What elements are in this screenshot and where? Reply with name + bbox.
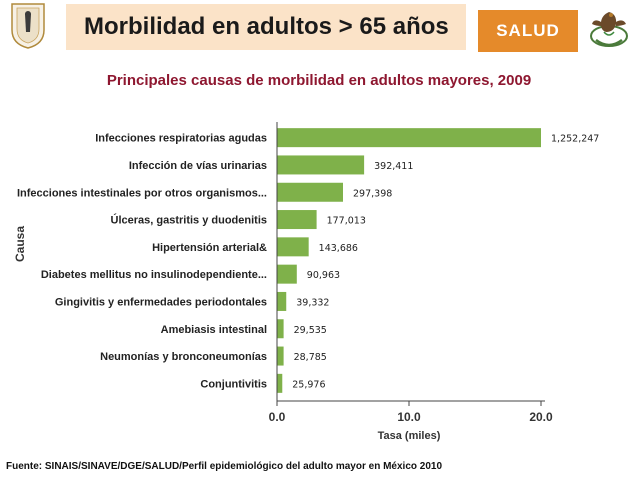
source-footnote: Fuente: SINAIS/SINAVE/DGE/SALUD/Perfil e… bbox=[6, 461, 443, 472]
header-bar: Morbilidad en adultos > 65 años SALUD bbox=[0, 0, 638, 54]
category-label: Infecciones respiratorias agudas bbox=[95, 133, 267, 145]
category-label: Hipertensión arterial& bbox=[152, 242, 267, 254]
x-tick-label: 10.0 bbox=[397, 410, 421, 424]
page-title: Morbilidad en adultos > 65 años bbox=[84, 13, 449, 40]
brand-badge bbox=[478, 10, 578, 52]
data-label: 29,535 bbox=[294, 325, 327, 336]
category-label: Úlceras, gastritis y duodenitis bbox=[111, 214, 268, 227]
data-label: 1,252,247 bbox=[551, 134, 599, 145]
x-axis-label: Tasa (miles) bbox=[378, 430, 441, 442]
bar bbox=[277, 155, 365, 175]
institution-seal-icon bbox=[11, 3, 45, 49]
category-label: Infección de vías urinarias bbox=[129, 160, 267, 172]
y-axis-label: Causa bbox=[13, 226, 27, 262]
bar bbox=[277, 346, 284, 366]
bar bbox=[277, 210, 317, 230]
mexican-eagle-emblem-icon bbox=[590, 12, 628, 47]
data-label: 25,976 bbox=[292, 379, 325, 390]
title-background bbox=[66, 4, 466, 50]
category-label: Gingivitis y enfermedades periodontales bbox=[55, 296, 267, 308]
x-tick-label: 0.0 bbox=[269, 410, 286, 424]
data-label: 392,411 bbox=[374, 161, 413, 172]
bar bbox=[277, 291, 287, 311]
brand-label: SALUD bbox=[496, 21, 560, 40]
x-tick-label: 20.0 bbox=[529, 410, 553, 424]
bar bbox=[277, 373, 283, 393]
bar bbox=[277, 264, 297, 284]
data-label: 28,785 bbox=[294, 352, 327, 363]
bar bbox=[277, 182, 343, 202]
category-label: Neumonías y bronconeumonías bbox=[100, 351, 267, 363]
chart-title: Principales causas de morbilidad en adul… bbox=[106, 72, 532, 89]
category-label: Amebiasis intestinal bbox=[161, 324, 267, 336]
category-label: Infecciones intestinales por otros organ… bbox=[17, 187, 267, 199]
bar-chart: Causa Tasa (miles) Infecciones respirato… bbox=[13, 122, 599, 442]
data-label: 297,398 bbox=[353, 188, 392, 199]
bar bbox=[277, 319, 284, 339]
category-label: Conjuntivitis bbox=[200, 378, 267, 390]
category-label: Diabetes mellitus no insulinodependiente… bbox=[41, 269, 267, 281]
data-label: 39,332 bbox=[296, 297, 329, 308]
bar bbox=[277, 237, 309, 257]
bar bbox=[277, 128, 541, 148]
data-label: 177,013 bbox=[327, 216, 366, 227]
data-label: 90,963 bbox=[307, 270, 340, 281]
data-label: 143,686 bbox=[319, 243, 358, 254]
